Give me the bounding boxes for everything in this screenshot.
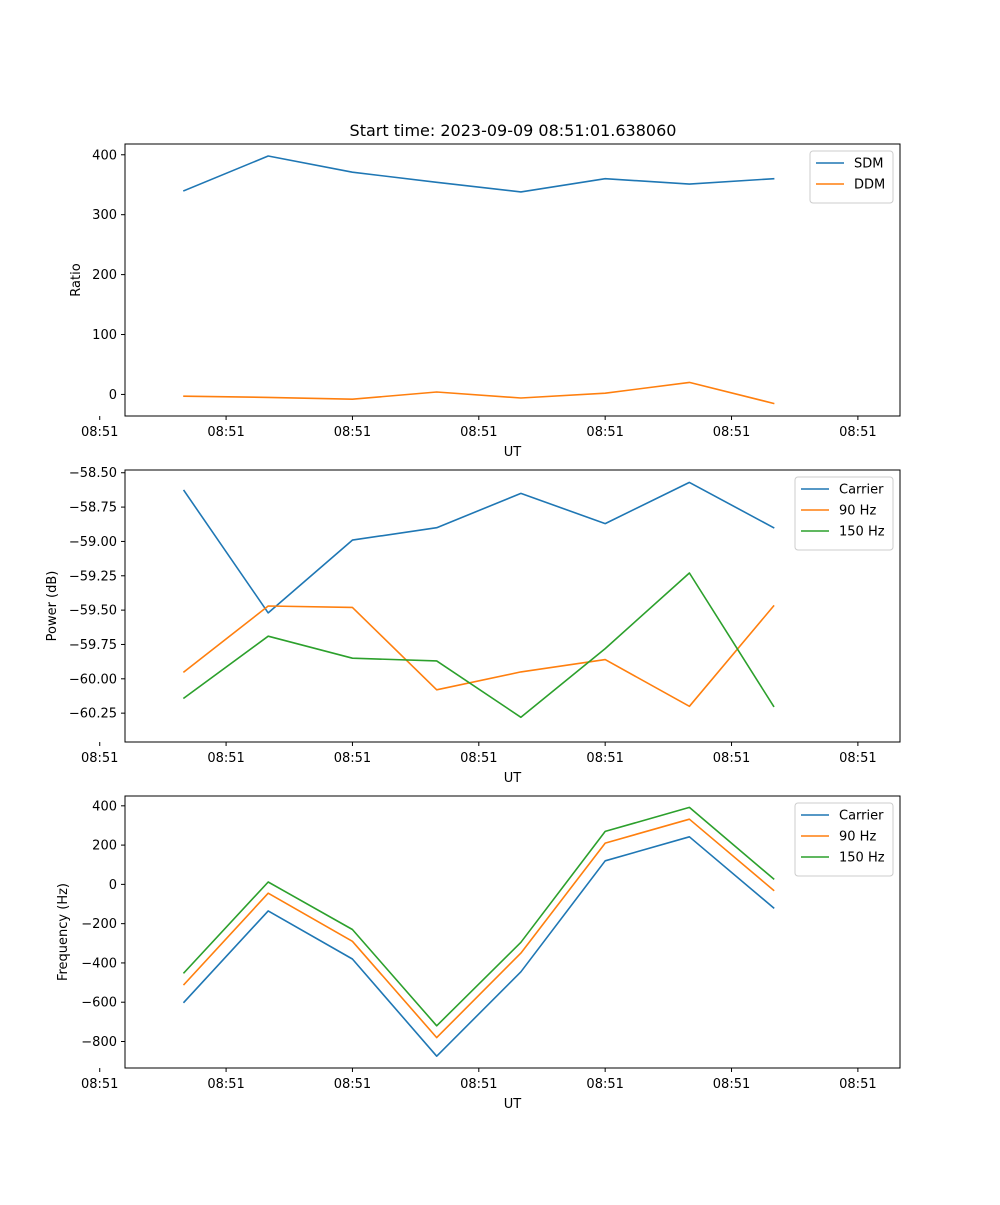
y-tick-label: −800 <box>81 1035 117 1050</box>
series-group <box>182 155 775 405</box>
y-axis-label: Power (dB) <box>45 571 60 642</box>
y-axis-label: Frequency (Hz) <box>56 883 71 981</box>
legend-box <box>809 150 894 204</box>
y-tick-label: −200 <box>81 917 117 932</box>
legend-label: Carrier <box>839 809 884 824</box>
y-tick-label: −60.25 <box>69 707 117 722</box>
legend: Carrier 90 Hz 150 Hz <box>794 802 894 877</box>
y-tick-label: 300 <box>92 208 117 223</box>
axes-frame <box>124 469 901 743</box>
x-tick-label: 08:51 <box>586 751 623 766</box>
series-line-90-hz <box>182 818 775 1039</box>
y-tick-label: −58.75 <box>69 501 117 516</box>
series-line-90-hz <box>182 604 775 708</box>
legend-label: DDM <box>854 178 885 193</box>
x-tick-label: 08:51 <box>334 425 371 440</box>
legend-label: 150 Hz <box>839 525 885 540</box>
legend-label: 150 Hz <box>839 851 885 866</box>
y-tick-label: −58.50 <box>69 466 117 481</box>
x-tick-label: 08:51 <box>839 425 876 440</box>
y-tick-label: 0 <box>109 878 117 893</box>
x-axis-label: UT <box>504 1097 522 1112</box>
series-group <box>182 481 775 719</box>
series-line-carrier <box>182 835 775 1057</box>
y-tick-label: 0 <box>109 388 117 403</box>
y-tick-label: 400 <box>92 148 117 163</box>
x-tick-label: 08:51 <box>334 1077 371 1092</box>
x-tick-label: 08:51 <box>713 1077 750 1092</box>
legend: SDM DDM <box>809 150 894 204</box>
x-tick-label: 08:51 <box>334 751 371 766</box>
y-tick-label: 200 <box>92 839 117 854</box>
y-tick-label: −400 <box>81 956 117 971</box>
x-tick-label: 08:51 <box>460 1077 497 1092</box>
legend-label: 90 Hz <box>839 830 876 845</box>
x-tick-label: 08:51 <box>713 425 750 440</box>
figure-title: Start time: 2023-09-09 08:51:01.638060 <box>350 121 677 140</box>
x-tick-label: 08:51 <box>81 425 118 440</box>
y-tick-label: 100 <box>92 328 117 343</box>
axes-frame <box>124 143 901 417</box>
legend: Carrier 90 Hz 150 Hz <box>794 476 894 551</box>
x-tick-label: 08:51 <box>839 1077 876 1092</box>
x-tick-label: 08:51 <box>586 1077 623 1092</box>
y-tick-label: −59.50 <box>69 604 117 619</box>
x-tick-label: 08:51 <box>207 1077 244 1092</box>
subplot-3: 08:51 08:51 08:51 08:51 08:51 08:51 08:51 400 20… <box>56 795 901 1112</box>
y-tick-label: 400 <box>92 799 117 814</box>
series-line-150-hz <box>182 806 775 1027</box>
y-tick-label: 200 <box>92 268 117 283</box>
y-tick-label: −59.75 <box>69 638 117 653</box>
series-line-carrier <box>182 481 775 614</box>
legend-label: SDM <box>854 157 883 172</box>
y-axis-label: Ratio <box>69 263 84 296</box>
legend-label: Carrier <box>839 483 884 498</box>
x-tick-label: 08:51 <box>207 751 244 766</box>
x-tick-label: 08:51 <box>586 425 623 440</box>
subplot-2: 08:51 08:51 08:51 08:51 08:51 08:51 08:51 −58.5… <box>45 466 901 786</box>
x-tick-label: 08:51 <box>81 1077 118 1092</box>
y-tick-label: −59.00 <box>69 535 117 550</box>
x-axis-label: UT <box>504 771 522 786</box>
legend-label: 90 Hz <box>839 504 876 519</box>
x-tick-label: 08:51 <box>839 751 876 766</box>
x-tick-label: 08:51 <box>460 751 497 766</box>
axes-frame <box>124 795 901 1069</box>
series-line-ddm <box>183 381 775 405</box>
series-line-sdm <box>182 155 775 193</box>
x-tick-label: 08:51 <box>207 425 244 440</box>
series-line-150-hz <box>182 572 775 719</box>
y-tick-label: −600 <box>81 996 117 1011</box>
y-tick-label: −59.25 <box>69 569 117 584</box>
subplot-1: 08:51 08:51 08:51 08:51 08:51 08:51 08:51 400 30… <box>69 143 901 460</box>
x-tick-label: 08:51 <box>81 751 118 766</box>
series-group <box>182 806 775 1057</box>
x-tick-label: 08:51 <box>460 425 497 440</box>
x-tick-label: 08:51 <box>713 751 750 766</box>
x-axis-label: UT <box>504 445 522 460</box>
y-tick-label: −60.00 <box>69 672 117 687</box>
